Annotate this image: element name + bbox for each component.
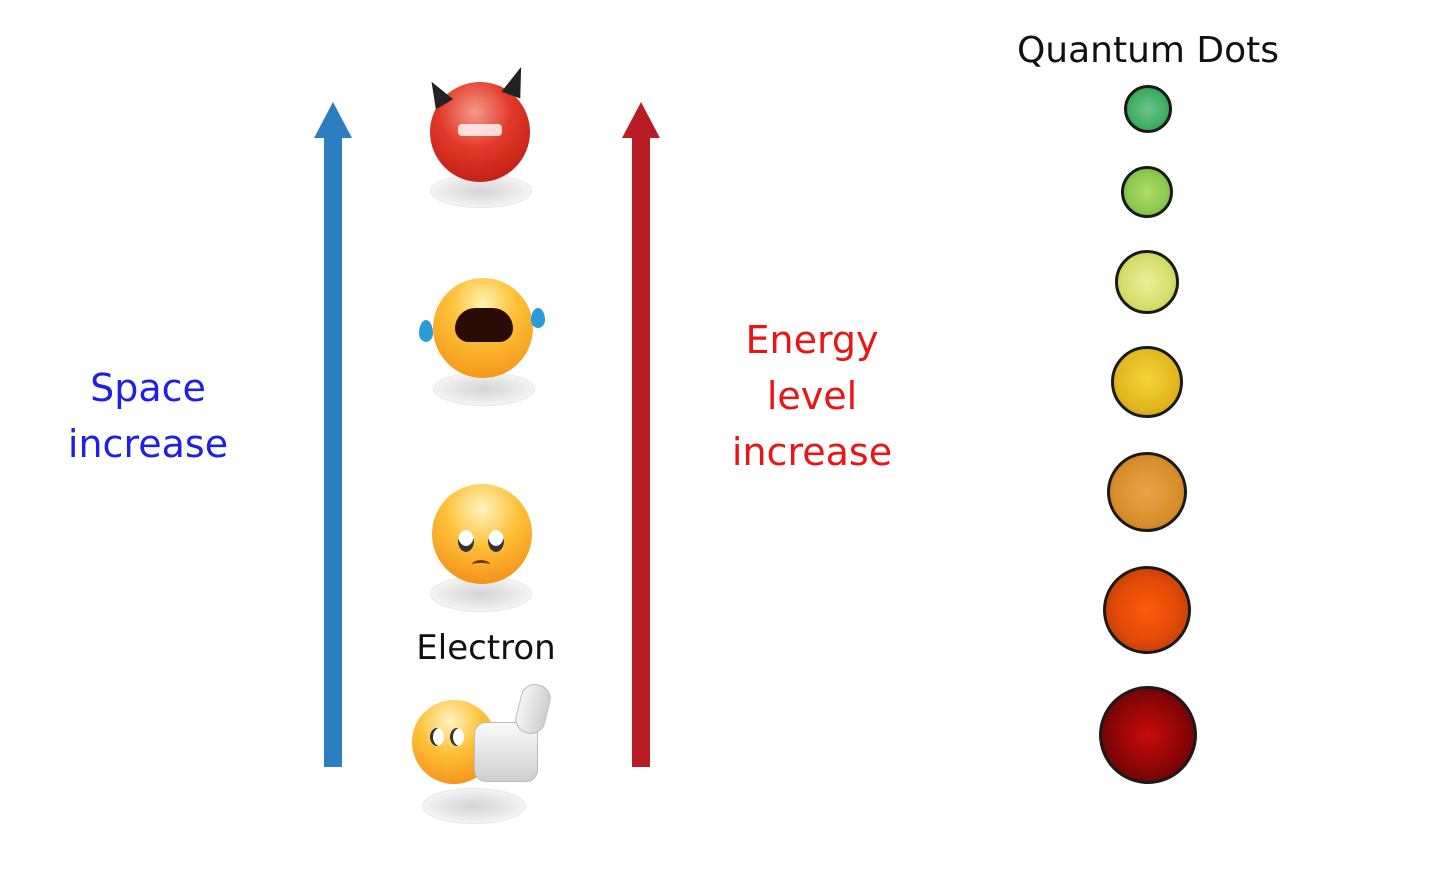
electron-label: Electron <box>416 628 556 668</box>
quantum-dot-light-green <box>1121 166 1173 218</box>
arrow-head <box>314 102 352 138</box>
devil-emoji <box>420 62 540 212</box>
quantum-dot-yellow <box>1111 346 1183 418</box>
quantum-dots-title: Quantum Dots <box>1016 30 1280 71</box>
space-increase-label: Space increase <box>67 366 229 466</box>
worried-emoji <box>420 480 540 620</box>
quantum-dot-orange <box>1107 452 1187 532</box>
thumbs-up-emoji <box>410 681 560 830</box>
tear-right-icon <box>531 308 545 328</box>
quantum-dot-dark-red <box>1099 686 1197 784</box>
tear-left-icon <box>419 320 433 342</box>
space-arrow <box>303 102 363 767</box>
worried-face-icon <box>432 484 532 584</box>
energy-level-label: Energy level increase <box>731 318 893 474</box>
quantum-dot-yellow-green <box>1115 250 1179 314</box>
crying-emoji <box>415 272 545 412</box>
horn-right-icon <box>501 63 531 99</box>
quantum-dot-green <box>1124 85 1172 133</box>
quantum-dot-red-orange <box>1103 566 1191 654</box>
energy-arrow <box>611 102 671 767</box>
arrow-head <box>622 102 660 138</box>
